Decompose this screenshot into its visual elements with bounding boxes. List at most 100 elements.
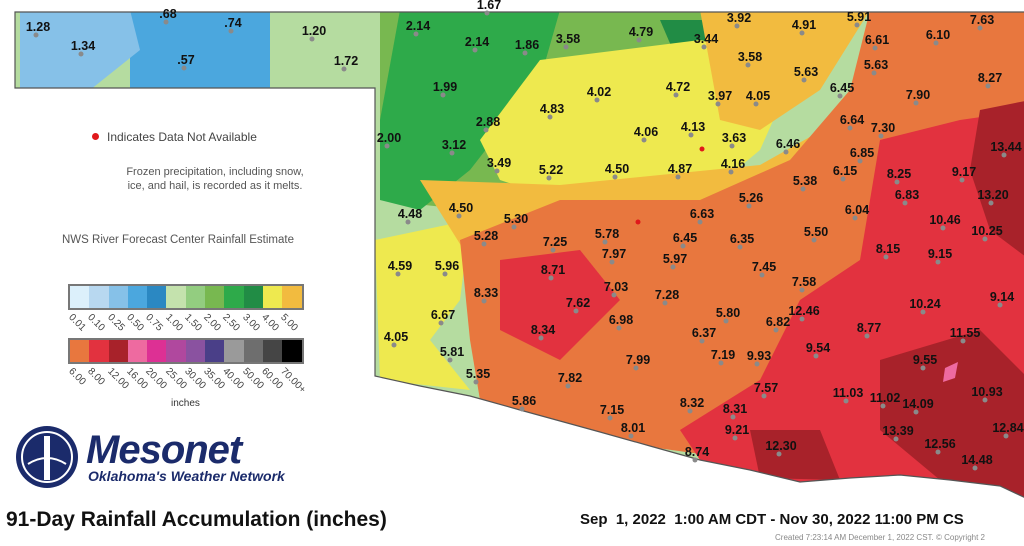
station-value: 6.67 (431, 308, 455, 322)
station-value: 7.97 (602, 247, 626, 261)
station-dot (546, 175, 552, 181)
station-value: 5.91 (847, 10, 871, 24)
station-value: 13.44 (990, 140, 1021, 154)
legend-swatch (108, 340, 128, 362)
station-dot (473, 379, 479, 385)
station-dot (573, 308, 579, 314)
legend-swatch (243, 286, 263, 308)
station-dot (959, 177, 965, 183)
legend-swatch (127, 340, 148, 362)
station-value: 6.45 (830, 81, 854, 95)
station-value: 2.14 (406, 19, 430, 33)
station-dot (893, 436, 899, 442)
station-dot (773, 327, 779, 333)
station-value: 13.20 (977, 188, 1008, 202)
station-dot (163, 19, 169, 25)
station-value: 8.34 (531, 323, 555, 337)
station-value: 5.97 (663, 252, 687, 266)
station-value: 10.25 (971, 224, 1002, 238)
station-dot (628, 433, 634, 439)
station-value: 9.93 (747, 349, 771, 363)
station-dot (745, 62, 751, 68)
station-dot (675, 174, 681, 180)
station-dot (732, 435, 738, 441)
station-dot (799, 316, 805, 322)
station-dot (759, 272, 765, 278)
station-dot (913, 100, 919, 106)
mesonet-logo: Mesonet Oklahoma's Weather Network (14, 424, 304, 490)
mesonet-globe-icon (16, 426, 78, 488)
station-dot (811, 237, 817, 243)
station-dot (933, 40, 939, 46)
station-dot (309, 36, 315, 42)
station-value: 6.61 (865, 33, 889, 47)
station-value: 3.58 (738, 50, 762, 64)
legend-swatch (70, 286, 90, 308)
legend-swatch (282, 340, 302, 362)
station-value: .74 (224, 16, 241, 30)
station-dot (913, 409, 919, 415)
station-dot (563, 44, 569, 50)
map-title: 91-Day Rainfall Accumulation (inches) (6, 508, 387, 531)
legend-swatch (185, 340, 206, 362)
station-dot (718, 360, 724, 366)
station-dot (697, 219, 703, 225)
station-value: 5.78 (595, 227, 619, 241)
station-value: 14.48 (961, 453, 992, 467)
rainfall-zone (943, 362, 958, 382)
station-dot (729, 143, 735, 149)
legend-swatch (147, 340, 167, 362)
station-dot (680, 243, 686, 249)
station-value: 6.35 (730, 232, 754, 246)
station-value: 11.02 (870, 391, 901, 405)
station-value: 8.27 (978, 71, 1002, 85)
station-dot (920, 365, 926, 371)
station-dot (538, 335, 544, 341)
station-dot (548, 275, 554, 281)
station-value: 5.86 (512, 394, 536, 408)
station-dot (472, 47, 478, 53)
station-value: 11.03 (833, 386, 864, 400)
legend-swatch (205, 286, 225, 308)
station-value: 6.64 (840, 113, 864, 127)
station-value: 7.99 (626, 353, 650, 367)
station-dot (447, 357, 453, 363)
station-dot (864, 333, 870, 339)
station-value: 8.77 (857, 321, 881, 335)
station-value: 8.01 (621, 421, 645, 435)
station-dot (550, 247, 556, 253)
rainfall-zone (970, 100, 1024, 260)
station-dot (616, 325, 622, 331)
station-value: 6.10 (926, 28, 950, 42)
station-value: 3.44 (694, 32, 718, 46)
rainfall-zone (750, 430, 840, 480)
station-dot (940, 225, 946, 231)
station-value: 1.20 (302, 24, 326, 38)
station-dot (920, 309, 926, 315)
station-value: 5.30 (504, 212, 528, 226)
station-value: 7.63 (970, 13, 994, 27)
station-dot (840, 176, 846, 182)
station-value: 5.38 (793, 174, 817, 188)
station-value: 8.74 (685, 445, 709, 459)
station-value: 6.37 (692, 326, 716, 340)
station-value: 6.83 (895, 188, 919, 202)
legend-swatch (262, 340, 283, 362)
rainfall-zone (700, 12, 870, 130)
station-value: 4.79 (629, 25, 653, 39)
legend-swatch (185, 286, 206, 308)
station-value: 6.46 (776, 137, 800, 151)
red-dot-icon (92, 133, 99, 140)
station-dot (481, 241, 487, 247)
station-value: 6.82 (766, 315, 790, 329)
station-dot (880, 403, 886, 409)
station-dot (699, 338, 705, 344)
station-dot (883, 254, 889, 260)
station-value: 1.99 (433, 80, 457, 94)
station-dot (688, 132, 694, 138)
station-value: 7.19 (711, 348, 735, 362)
station-value: 5.80 (716, 306, 740, 320)
station-dot (799, 287, 805, 293)
station-value: 4.91 (792, 18, 816, 32)
station-value: 14.09 (902, 397, 933, 411)
